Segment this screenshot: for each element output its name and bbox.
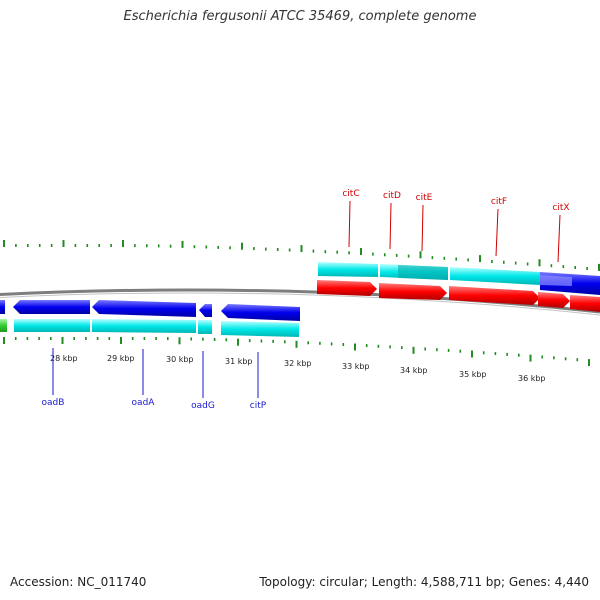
green-rna-segment <box>0 319 7 332</box>
gene-label[interactable]: oadG <box>191 401 215 411</box>
right-arrow-icon <box>538 292 570 308</box>
forward-cds-track <box>317 280 600 312</box>
gene-label[interactable]: citD <box>383 191 401 201</box>
gene-leader-line <box>557 214 561 263</box>
left-arrow-icon <box>199 304 212 317</box>
coordinate-labels: 28 kbp 29 kbp 30 kbp 31 kbp 32 kbp 33 kbp 34 k… <box>50 354 546 383</box>
upper-cyan-segment <box>450 267 540 285</box>
gene-label[interactable]: citC <box>342 189 359 199</box>
kbp-label: 29 kbp <box>107 354 135 363</box>
upper-cyan-segment <box>318 262 378 277</box>
right-arrow-icon <box>317 280 377 296</box>
upper-blue-overlap-shade <box>540 275 572 286</box>
reverse-cds-track <box>0 300 300 321</box>
kbp-label: 28 kbp <box>50 354 78 363</box>
gene-label[interactable]: citX <box>552 203 569 213</box>
kbp-label: 30 kbp <box>166 355 194 364</box>
right-arrow-icon <box>570 295 600 312</box>
left-arrow-icon <box>0 300 5 314</box>
upper-cyan-segment <box>398 265 448 280</box>
kbp-label: 35 kbp <box>459 370 487 379</box>
gene-leader-line <box>348 200 351 248</box>
gene-label[interactable]: oadA <box>132 398 156 408</box>
kbp-label: 34 kbp <box>400 366 428 375</box>
kbp-label: 33 kbp <box>342 362 370 371</box>
backbone-inner <box>0 292 600 316</box>
left-arrow-icon <box>221 304 300 321</box>
accession-label: Accession: NC_011740 <box>10 575 147 589</box>
lower-cyan-segment <box>14 319 90 332</box>
map-title: Escherichia fergusonii ATCC 35469, compl… <box>123 9 477 24</box>
lower-cyan-segment <box>198 320 212 334</box>
kbp-label: 31 kbp <box>225 357 253 366</box>
left-arrow-icon <box>13 300 90 314</box>
gene-label[interactable]: oadB <box>42 398 65 408</box>
gene-label[interactable]: citP <box>250 401 267 411</box>
gene-label[interactable]: citE <box>416 193 433 203</box>
right-arrow-icon <box>449 286 540 305</box>
left-arrow-icon <box>92 300 196 317</box>
kbp-label: 32 kbp <box>284 359 312 368</box>
gene-label[interactable]: citF <box>491 197 507 207</box>
lower-cyan-segment <box>221 321 299 337</box>
right-arrow-icon <box>379 283 447 300</box>
upper-feature-track <box>318 262 600 295</box>
genome-stats-label: Topology: circular; Length: 4,588,711 bp… <box>259 575 589 589</box>
kbp-label: 36 kbp <box>518 374 546 383</box>
lower-feature-track <box>0 319 299 337</box>
upper-tick-row <box>3 240 600 271</box>
lower-cyan-segment <box>92 319 196 333</box>
gene-labels: citC citD citE citF citX oadB oadA oadG citP <box>42 189 570 411</box>
gene-leader-line <box>495 208 499 257</box>
gene-leader-line <box>389 202 392 250</box>
gene-leader-line <box>421 204 424 252</box>
lower-tick-row <box>3 337 590 367</box>
